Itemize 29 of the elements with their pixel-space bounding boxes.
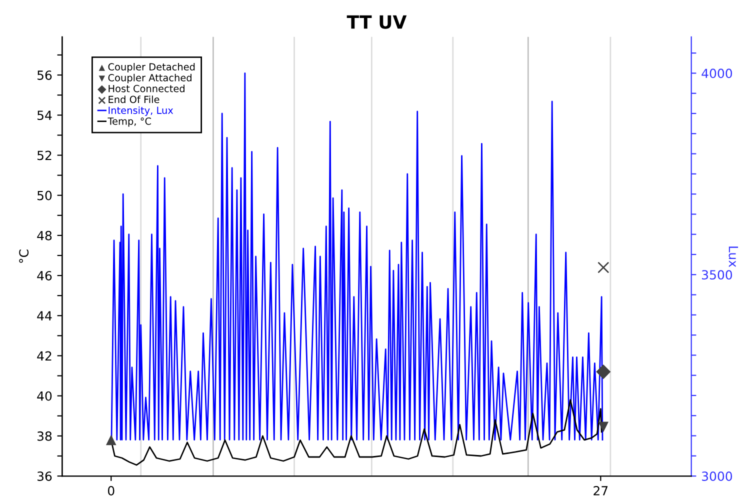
legend-label: End Of File bbox=[108, 96, 160, 104]
point bbox=[598, 422, 609, 432]
y-tick-label: 44 bbox=[37, 311, 52, 320]
x-tick-label: 27 bbox=[594, 486, 608, 496]
legend-label: Host Connected bbox=[108, 84, 184, 92]
y-tick-label: 36 bbox=[37, 472, 52, 481]
y-tick-label: 46 bbox=[37, 271, 52, 280]
legend-label: Coupler Attached bbox=[108, 74, 192, 84]
y2-tick-label: 3000 bbox=[702, 472, 732, 481]
point bbox=[106, 434, 116, 446]
point bbox=[598, 262, 610, 274]
y-tick-label: 54 bbox=[38, 110, 52, 120]
y2-axis-title: Lux bbox=[728, 246, 738, 268]
legend-label: Coupler Detached bbox=[108, 62, 195, 72]
y-tick-label: 48 bbox=[37, 230, 52, 240]
y-tick-label: 52 bbox=[38, 150, 52, 160]
y-axis-title: °C bbox=[19, 250, 29, 263]
y-tick-label: 42 bbox=[37, 351, 52, 360]
y-tick-label: 40 bbox=[37, 391, 52, 401]
y-tick-label: 56 bbox=[38, 70, 52, 80]
chart-title: TT UV bbox=[346, 15, 407, 29]
y2-tick-label: 4000 bbox=[702, 68, 732, 78]
y-tick-label: 50 bbox=[38, 190, 52, 200]
legend-label: Intensity, Lux bbox=[108, 106, 174, 116]
y-tick-label: 38 bbox=[37, 431, 52, 441]
legend-label: Temp, °C bbox=[108, 118, 151, 127]
point bbox=[596, 364, 611, 380]
x-tick-label: 0 bbox=[108, 486, 114, 496]
y2-tick-label: 3500 bbox=[702, 270, 732, 280]
